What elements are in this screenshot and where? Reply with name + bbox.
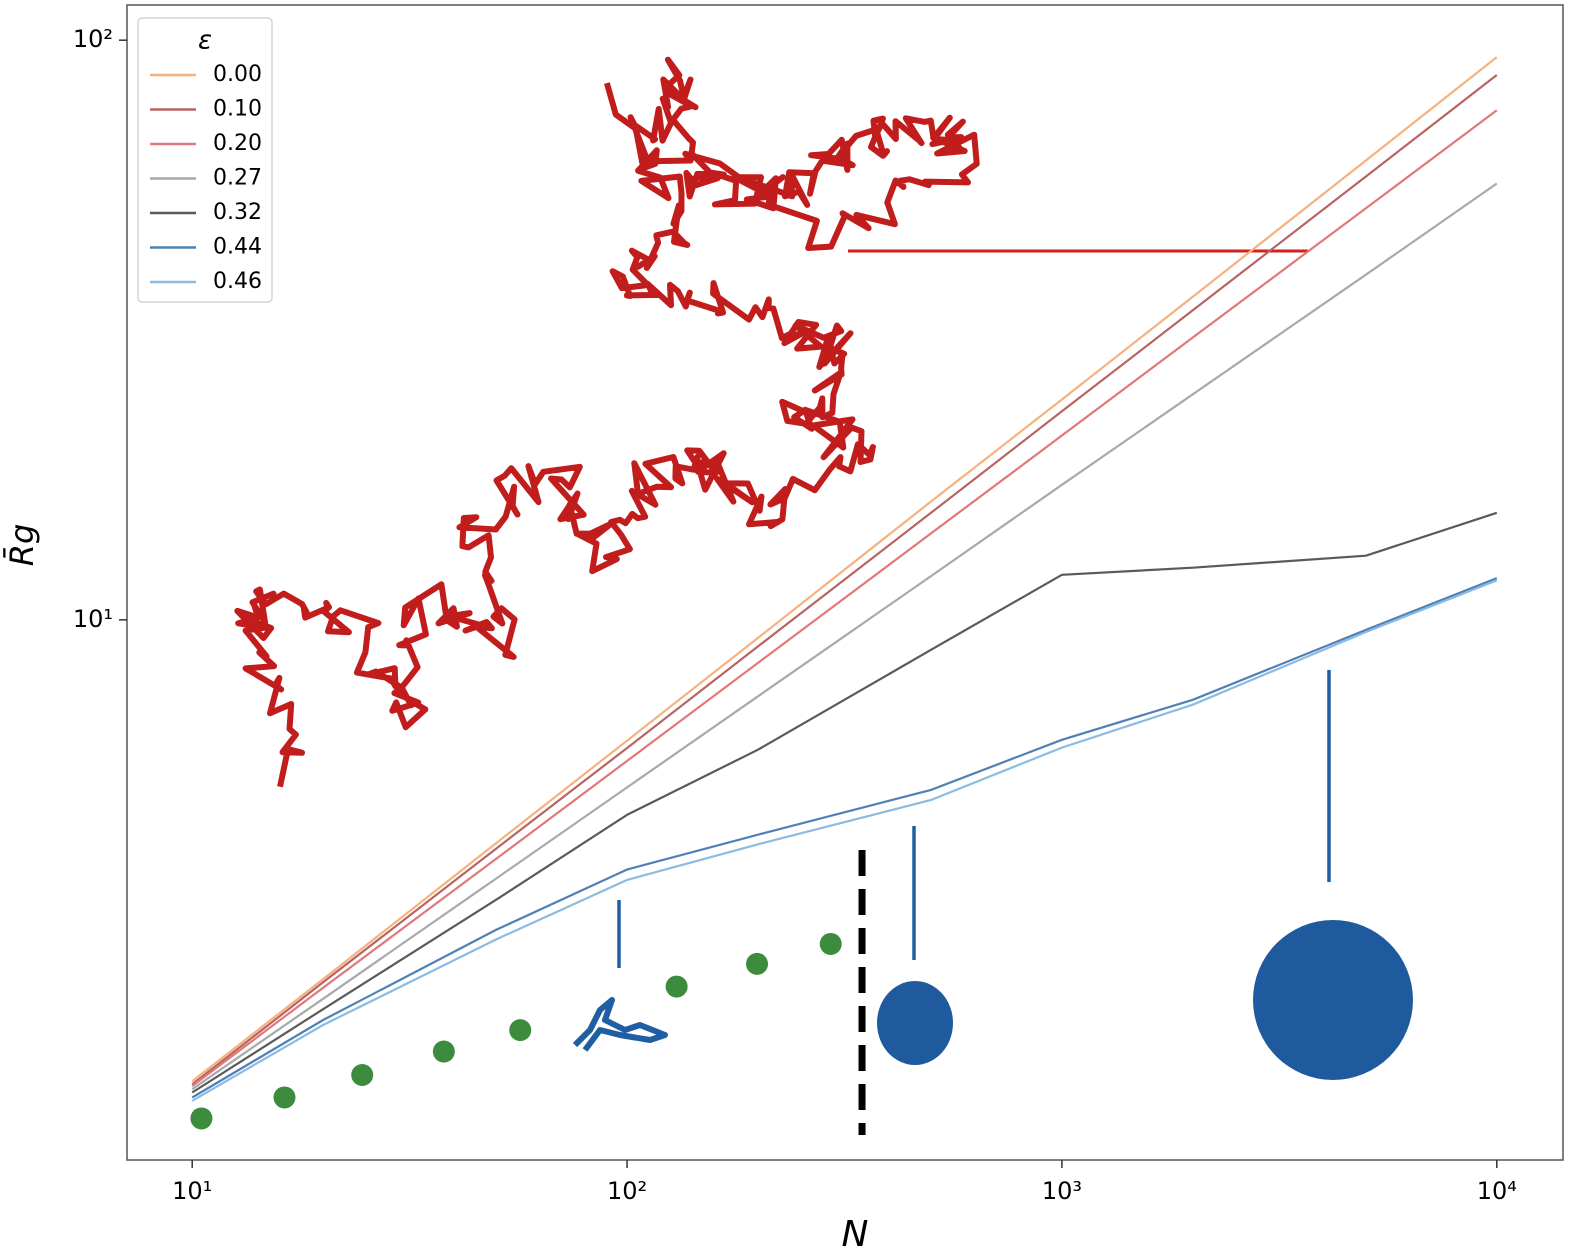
marker <box>273 1086 296 1109</box>
marker <box>819 932 842 955</box>
plot-frame <box>126 4 1564 1161</box>
marker <box>746 952 769 975</box>
legend-title: ε <box>198 26 212 56</box>
legend-label: 0.46 <box>213 269 262 294</box>
series-line <box>191 74 1498 1086</box>
legend-label: 0.27 <box>213 166 262 191</box>
x-tick-label: 10¹ <box>172 1177 212 1205</box>
polymer-illustrations <box>234 56 1413 1080</box>
legend-label: 0.32 <box>213 200 262 225</box>
blue-globule <box>877 981 953 1065</box>
legend-label: 0.44 <box>213 235 262 260</box>
x-tick-label: 10⁴ <box>1477 1177 1517 1205</box>
marker <box>509 1019 532 1042</box>
legend-box <box>137 17 273 303</box>
legend-label: 0.10 <box>213 97 262 122</box>
series-line <box>191 511 1498 1094</box>
red-polymer <box>234 56 980 788</box>
series-line <box>191 182 1498 1091</box>
marker <box>665 975 688 998</box>
series-line <box>191 579 1498 1102</box>
series-line <box>191 577 1498 1099</box>
series-line <box>191 109 1498 1087</box>
blue-globule <box>1253 920 1413 1080</box>
marker <box>190 1107 213 1130</box>
blue-polymer <box>572 997 668 1052</box>
legend-label: 0.00 <box>213 62 262 87</box>
y-axis-label: R̄g <box>2 524 41 567</box>
marker <box>432 1040 455 1063</box>
legend-label: 0.20 <box>213 131 262 156</box>
x-tick-label: 10³ <box>1042 1177 1082 1205</box>
x-tick-label: 10² <box>607 1177 647 1205</box>
x-axis-label: N <box>842 1214 869 1252</box>
series-line <box>191 56 1498 1083</box>
marker <box>351 1063 374 1086</box>
y-tick-label: 10² <box>73 25 113 53</box>
y-tick-label: 10¹ <box>73 605 113 633</box>
